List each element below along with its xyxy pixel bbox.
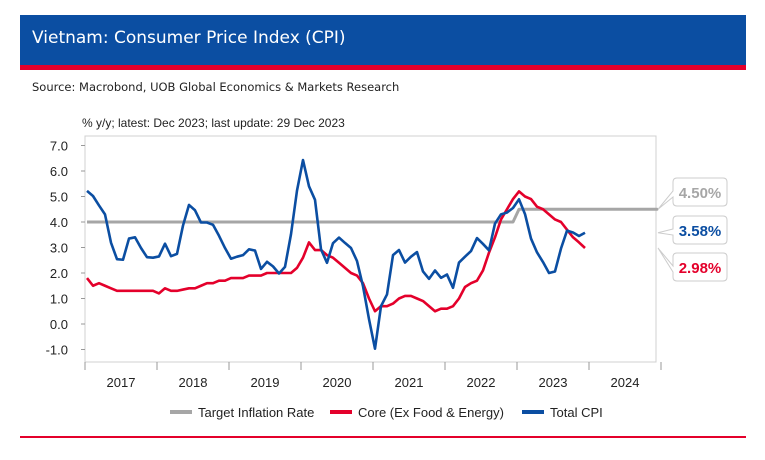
end-label-1: 2.98% (657, 247, 728, 282)
y-tick-label: 1.0 (50, 292, 68, 307)
end-label-2: 3.58% (657, 215, 728, 245)
x-tick-label: 2023 (539, 375, 568, 390)
bottom-divider (20, 436, 746, 438)
end-label-value: 2.98% (679, 260, 722, 277)
legend-item: Total CPI (522, 405, 603, 420)
legend-item: Core (Ex Food & Energy) (330, 405, 504, 420)
chart-subtitle: % y/y; latest: Dec 2023; last update: 29… (82, 116, 345, 130)
title-banner (20, 15, 746, 65)
plot-frame (84, 135, 657, 363)
end-label-box (657, 177, 728, 210)
x-tick-label: 2017 (107, 375, 136, 390)
series-line-target-inflation-rate (87, 207, 659, 224)
y-tick-label: 4.0 (50, 215, 68, 230)
series-line-total-cpi (86, 158, 586, 351)
end-label-box (657, 215, 728, 245)
chart-title: Vietnam: Consumer Price Index (CPI) (32, 28, 346, 48)
legend-item: Target Inflation Rate (170, 405, 314, 420)
x-tick-label: 2022 (467, 375, 496, 390)
y-tick-label: 2.0 (50, 266, 68, 281)
y-tick-label: -1.0 (46, 343, 68, 358)
y-tick-label: 6.0 (50, 164, 68, 179)
end-label-box (657, 247, 728, 282)
x-tick-label: 2019 (251, 375, 280, 390)
x-tick-label: 2024 (611, 375, 640, 390)
end-label-value: 4.50% (679, 185, 722, 202)
x-tick-label: 2020 (323, 375, 352, 390)
x-tick-label: 2018 (179, 375, 208, 390)
x-tick-label: 2021 (395, 375, 424, 390)
legend-label: Core (Ex Food & Energy) (358, 405, 504, 420)
y-tick-label: 5.0 (50, 190, 68, 205)
banner-accent-strip (20, 65, 746, 70)
end-label-value: 3.58% (679, 223, 722, 240)
y-tick-label: 7.0 (50, 139, 68, 154)
y-tick-label: 0.0 (50, 317, 68, 332)
source-note: Source: Macrobond, UOB Global Economics … (32, 80, 400, 94)
legend-label: Total CPI (550, 405, 603, 420)
end-label-0: 4.50% (657, 177, 728, 210)
legend-label: Target Inflation Rate (198, 405, 314, 420)
series-line-core-ex-food-energy- (85, 190, 586, 313)
y-tick-label: 3.0 (50, 241, 68, 256)
